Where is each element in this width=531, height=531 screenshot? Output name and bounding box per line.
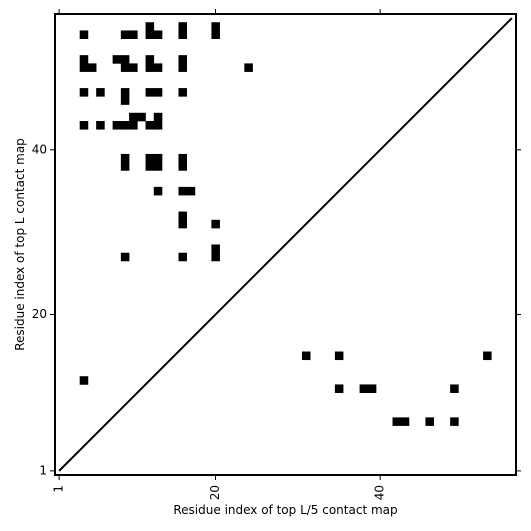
contact-cell-upper — [153, 162, 163, 171]
contact-cell-lower — [334, 384, 344, 393]
contact-cell-upper — [87, 63, 97, 72]
contact-cell-upper — [211, 22, 220, 31]
contact-cell-upper — [178, 88, 188, 97]
contact-cell-upper — [112, 121, 122, 130]
contact-cell-upper — [79, 55, 89, 64]
contact-cell-upper — [211, 219, 220, 229]
axis-ticks: 1 20 40 1 20 40 — [32, 9, 521, 500]
contact-cell-upper — [178, 63, 188, 72]
contact-cell-upper — [145, 153, 155, 163]
contact-cell-lower — [450, 417, 459, 426]
contact-cell-lower — [301, 351, 311, 361]
y-tick-label: 20 — [32, 307, 47, 321]
contact-cell-upper — [178, 153, 188, 163]
x-tick-label: 40 — [373, 485, 387, 500]
contact-cell-upper — [153, 88, 163, 97]
contact-cell-upper — [178, 252, 188, 262]
contact-cell-upper — [129, 112, 138, 122]
contact-cell-upper — [211, 252, 220, 262]
contact-cell-upper — [120, 121, 130, 130]
contact-cell-upper — [178, 211, 188, 221]
contact-cell-upper — [178, 219, 188, 229]
contact-cell-lower — [79, 376, 89, 385]
contact-cell-upper — [120, 55, 130, 64]
contact-cell-upper — [112, 55, 122, 64]
contact-cell-upper — [120, 88, 130, 97]
contact-cell-upper — [120, 252, 130, 262]
contact-cell-upper — [120, 30, 130, 39]
contact-cell-upper — [178, 162, 188, 171]
contact-cell-upper — [96, 88, 105, 97]
plot-frame — [54, 13, 517, 476]
contact-cell-upper — [178, 186, 188, 196]
contact-cell-lower — [425, 417, 434, 426]
diagonal-line — [58, 17, 513, 472]
contact-cell-upper — [211, 244, 220, 254]
contact-cell-upper — [79, 88, 89, 97]
contact-cells — [79, 22, 492, 426]
contact-cell-upper — [120, 162, 130, 171]
contact-cell-upper — [129, 30, 138, 39]
contact-cell-upper — [145, 162, 155, 171]
contact-cell-upper — [145, 88, 155, 97]
contact-cell-upper — [186, 186, 196, 196]
contact-cell-upper — [153, 30, 163, 39]
contact-cell-upper — [129, 63, 138, 72]
contact-cell-lower — [367, 384, 377, 393]
contact-cell-upper — [145, 55, 155, 64]
contact-cell-upper — [145, 63, 155, 72]
contact-cell-upper — [244, 63, 253, 72]
contact-cell-lower — [450, 384, 459, 393]
contact-cell-upper — [96, 121, 105, 130]
contact-cell-upper — [153, 63, 163, 72]
contact-cell-upper — [120, 96, 130, 105]
contact-cell-upper — [120, 63, 130, 72]
contact-cell-upper — [211, 30, 220, 39]
contact-cell-upper — [153, 186, 163, 196]
contact-cell-lower — [400, 417, 410, 426]
contact-cell-upper — [137, 112, 146, 122]
contact-cell-upper — [178, 30, 188, 39]
y-tick-label: 1 — [39, 463, 47, 477]
contact-cell-lower — [334, 351, 344, 361]
contact-cell-upper — [178, 22, 188, 31]
contact-cell-upper — [153, 112, 163, 122]
x-axis-label: Residue index of top L/5 contact map — [173, 503, 397, 517]
contact-cell-upper — [120, 153, 130, 163]
contact-cell-lower — [392, 417, 402, 426]
contact-cell-upper — [79, 30, 89, 39]
contact-cell-upper — [145, 30, 155, 39]
contact-cell-upper — [145, 22, 155, 31]
contact-cell-upper — [145, 121, 155, 130]
y-axis-label: Residue index of top L contact map — [13, 138, 27, 351]
contact-cell-lower — [483, 351, 492, 361]
y-tick-label: 40 — [32, 142, 47, 156]
contact-cell-upper — [79, 63, 89, 72]
contact-cell-upper — [153, 121, 163, 130]
x-tick-label: 1 — [52, 485, 66, 493]
x-tick-label: 20 — [208, 485, 222, 500]
contact-cell-upper — [178, 55, 188, 64]
contact-cell-upper — [79, 121, 89, 130]
contact-cell-upper — [129, 121, 138, 130]
contact-cell-lower — [359, 384, 369, 393]
contact-cell-upper — [153, 153, 163, 163]
